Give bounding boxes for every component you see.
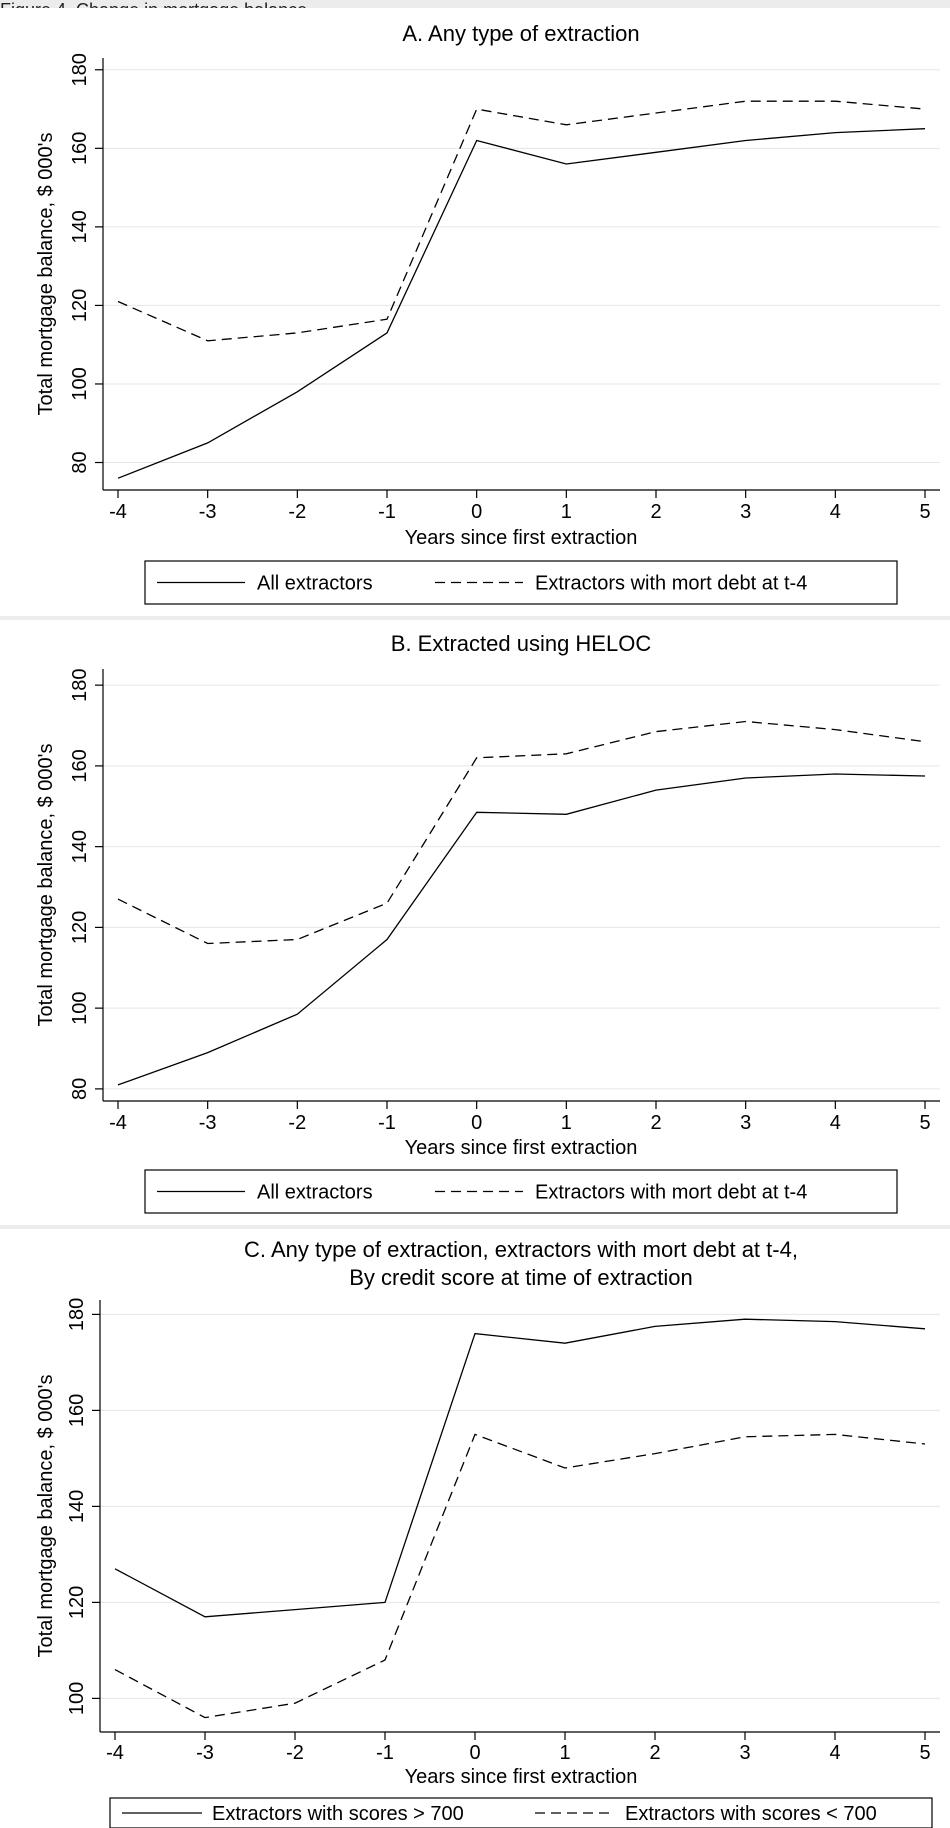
y-tick-label: 120 — [66, 1586, 88, 1619]
y-tick-label: 80 — [69, 1078, 91, 1100]
x-tick-label: -3 — [196, 1742, 214, 1764]
x-axis-title: Years since first extraction — [405, 1137, 638, 1159]
x-tick-label: 1 — [561, 501, 572, 523]
y-axis-title: Total mortgage balance, $ 000's — [35, 744, 57, 1027]
chart-title: B. Extracted using HELOC — [391, 631, 652, 656]
x-tick-label: -2 — [286, 1742, 304, 1764]
y-tick-label: 180 — [69, 53, 91, 86]
y-tick-label: 160 — [69, 749, 91, 782]
x-tick-label: 0 — [471, 1112, 482, 1134]
y-tick-label: 100 — [66, 1682, 88, 1715]
x-tick-label: 2 — [650, 1112, 661, 1134]
x-tick-label: 5 — [919, 1112, 930, 1134]
legend-label-0: All extractors — [257, 1182, 373, 1204]
y-tick-label: 140 — [69, 830, 91, 863]
x-tick-label: 4 — [830, 501, 841, 523]
panel-background — [0, 620, 950, 1225]
x-tick-label: -1 — [378, 501, 396, 523]
x-tick-label: -2 — [288, 1112, 306, 1134]
panel-background — [0, 8, 950, 616]
chart-title: A. Any type of extraction — [402, 21, 639, 46]
chart-panel-1: B. Extracted using HELOC8010012014016018… — [0, 620, 950, 1225]
x-axis-title: Years since first extraction — [405, 1766, 638, 1788]
series-line-1 — [117, 100, 926, 342]
x-tick-label: -2 — [288, 501, 306, 523]
x-tick-label: -1 — [378, 1112, 396, 1134]
y-axis-title: Total mortgage balance, $ 000's — [35, 133, 57, 416]
x-axis-title: Years since first extraction — [405, 527, 638, 549]
y-tick-label: 140 — [69, 210, 91, 243]
y-tick-label: 160 — [66, 1394, 88, 1427]
y-tick-label: 100 — [69, 367, 91, 400]
chart-title: C. Any type of extraction, extractors wi… — [244, 1237, 798, 1262]
y-tick-label: 180 — [69, 668, 91, 701]
x-tick-label: 1 — [561, 1112, 572, 1134]
series-line-0 — [117, 773, 926, 1086]
x-tick-label: 5 — [919, 1742, 930, 1764]
chart-panel-2: C. Any type of extraction, extractors wi… — [0, 1229, 950, 1828]
y-tick-label: 160 — [69, 132, 91, 165]
legend-label-0: Extractors with scores > 700 — [212, 1803, 464, 1825]
x-tick-label: -3 — [199, 1112, 217, 1134]
x-tick-label: -4 — [106, 1742, 124, 1764]
x-tick-label: -4 — [109, 1112, 127, 1134]
x-tick-label: 0 — [471, 501, 482, 523]
legend-label-0: All extractors — [257, 573, 373, 595]
chart-panel-0: A. Any type of extraction801001201401601… — [0, 8, 950, 616]
x-tick-label: 5 — [919, 501, 930, 523]
legend-label-1: Extractors with mort debt at t-4 — [535, 573, 807, 595]
y-tick-label: 180 — [66, 1298, 88, 1331]
panel-background — [0, 1229, 950, 1828]
y-tick-label: 120 — [69, 289, 91, 322]
x-tick-label: 2 — [650, 501, 661, 523]
y-tick-label: 80 — [69, 451, 91, 473]
legend-label-1: Extractors with scores < 700 — [625, 1803, 877, 1825]
x-tick-label: -1 — [376, 1742, 394, 1764]
series-line-1 — [117, 720, 926, 945]
x-tick-label: 0 — [469, 1742, 480, 1764]
x-tick-label: 4 — [829, 1742, 840, 1764]
x-tick-label: -3 — [199, 501, 217, 523]
x-tick-label: 3 — [739, 1742, 750, 1764]
series-line-1 — [114, 1433, 926, 1719]
x-tick-label: 1 — [559, 1742, 570, 1764]
x-tick-label: 3 — [740, 501, 751, 523]
x-tick-label: -4 — [109, 501, 127, 523]
x-tick-label: 2 — [649, 1742, 660, 1764]
legend-label-1: Extractors with mort debt at t-4 — [535, 1182, 807, 1204]
x-tick-label: 4 — [830, 1112, 841, 1134]
legend-box — [109, 1797, 933, 1828]
y-tick-label: 120 — [69, 911, 91, 944]
chart-title: By credit score at time of extraction — [349, 1265, 693, 1290]
y-tick-label: 140 — [66, 1490, 88, 1523]
y-axis-title: Total mortgage balance, $ 000's — [35, 1375, 57, 1658]
y-tick-label: 100 — [69, 991, 91, 1024]
x-tick-label: 3 — [740, 1112, 751, 1134]
series-line-0 — [114, 1318, 926, 1618]
series-line-0 — [117, 128, 926, 479]
